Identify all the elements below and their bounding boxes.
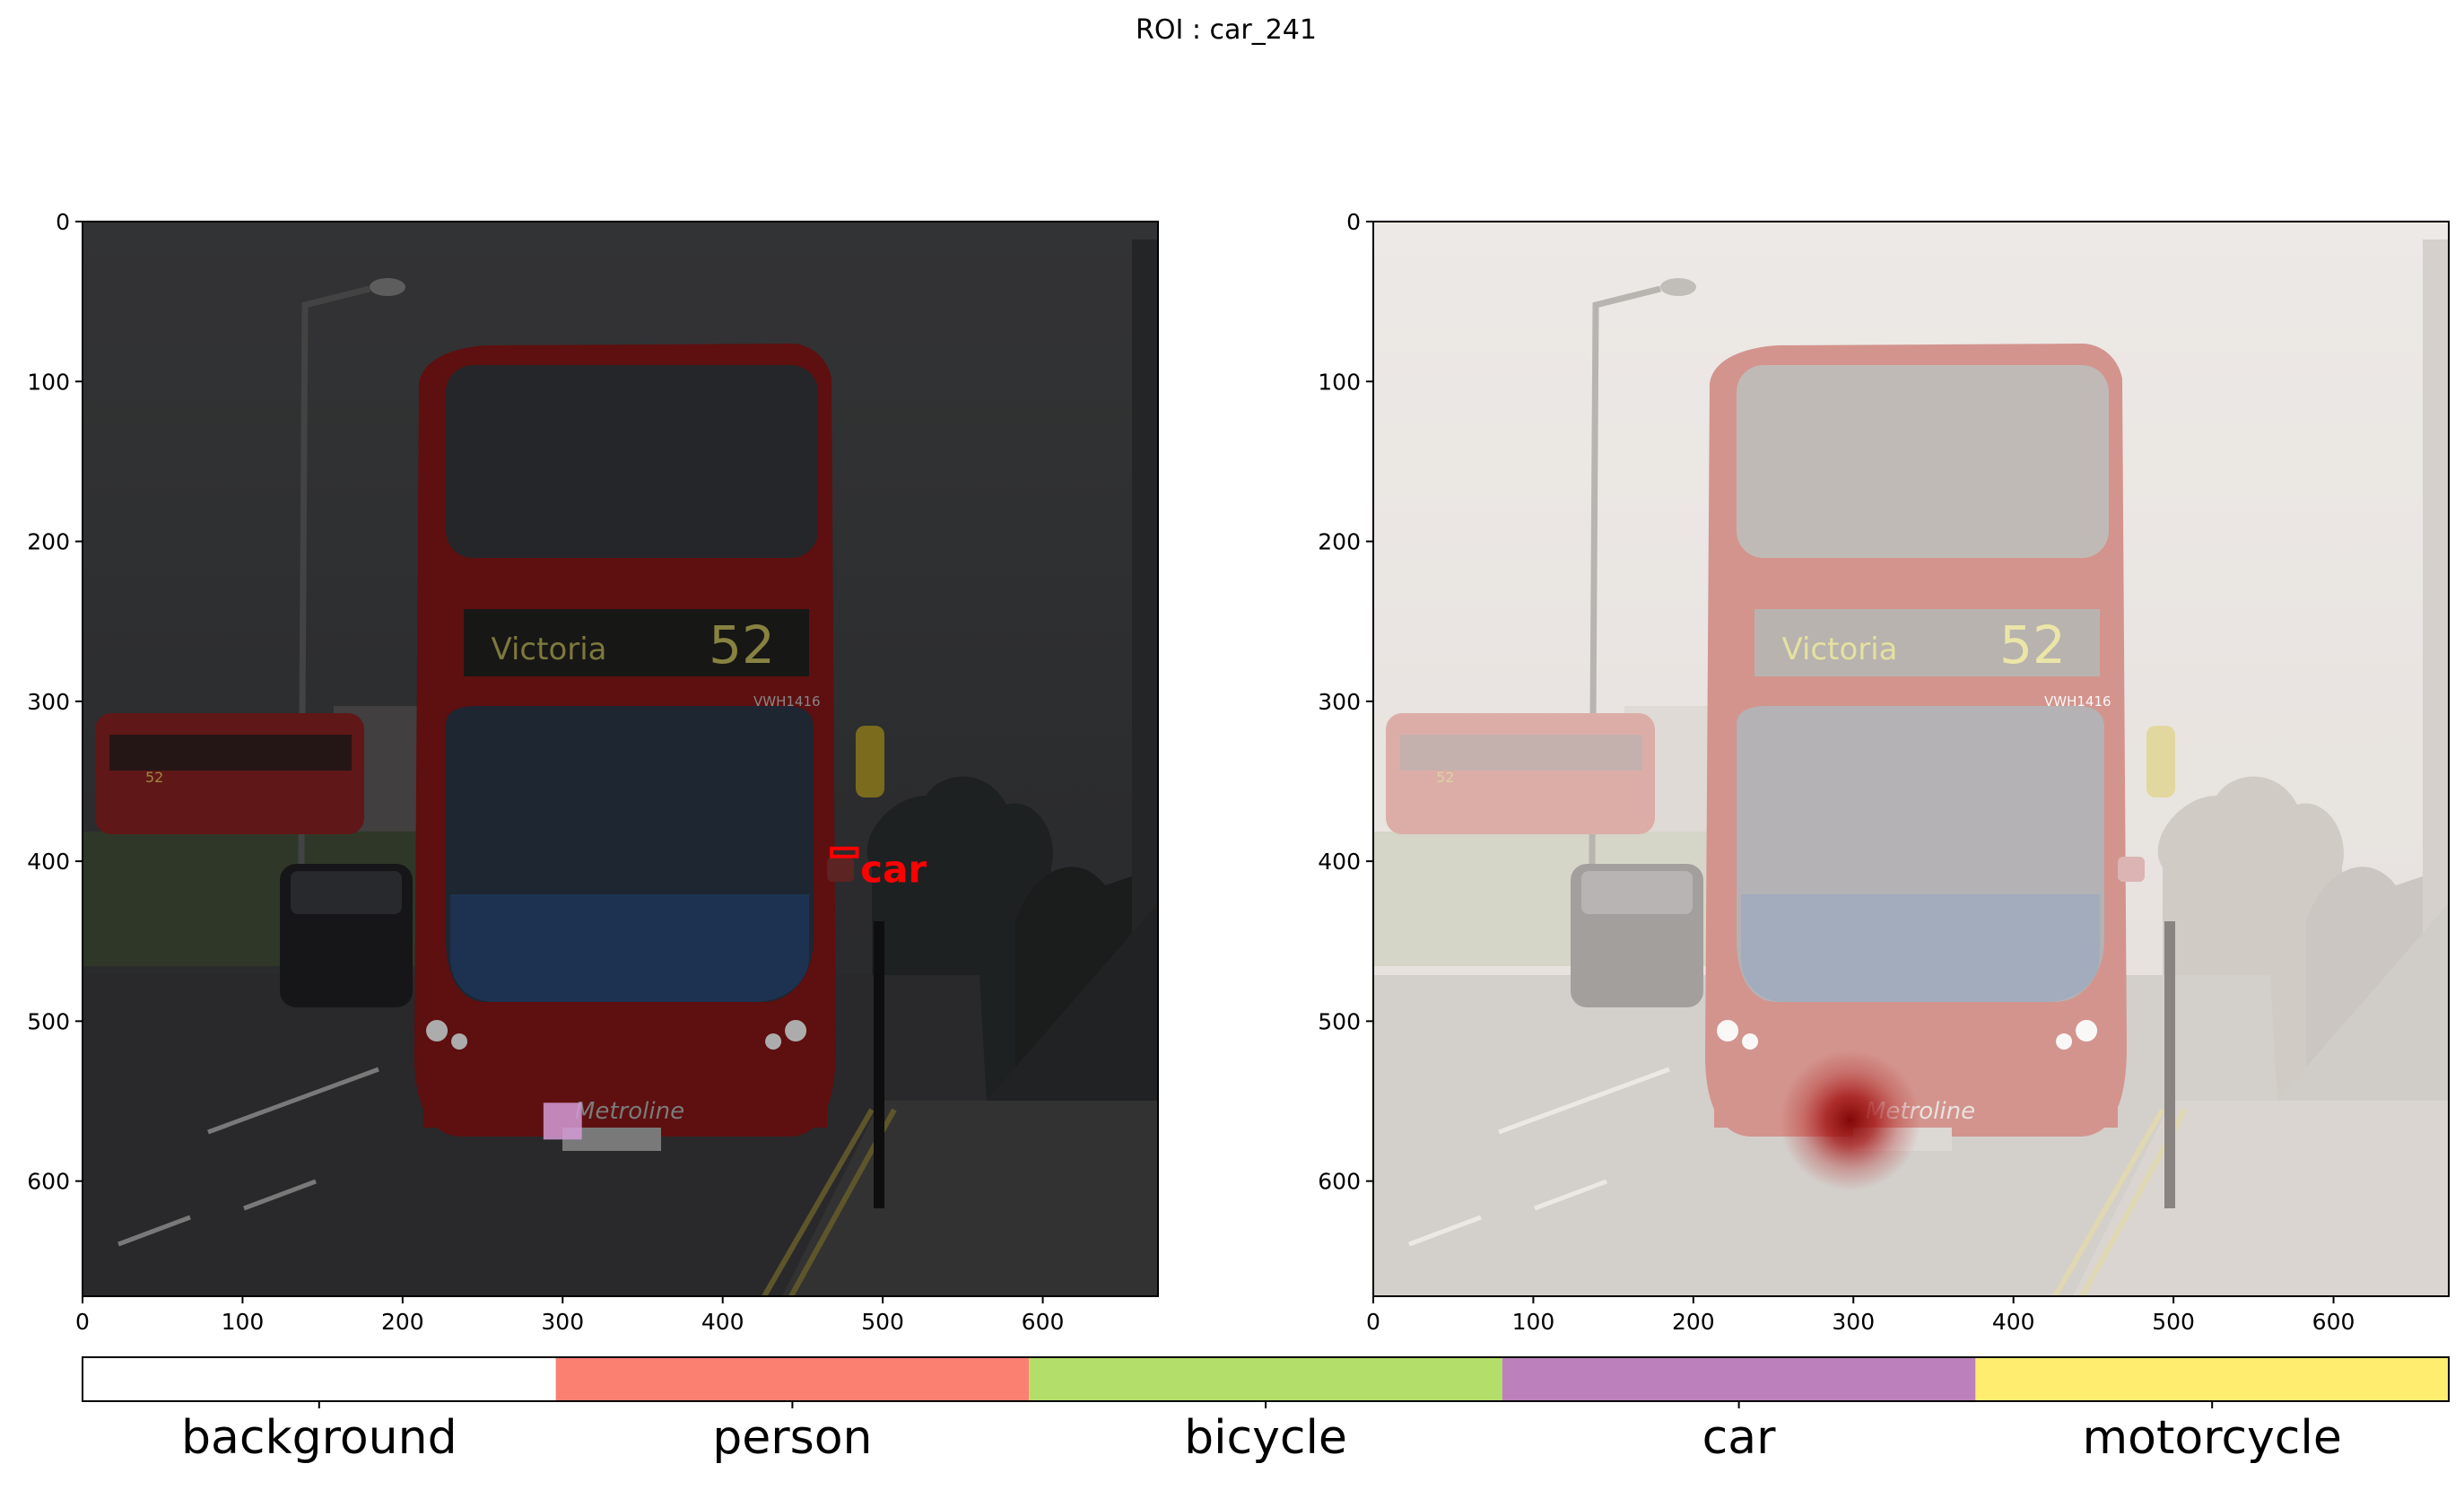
main-bus-front-blue (450, 894, 809, 1002)
x-tick-label: 200 (381, 1309, 424, 1335)
x-tick-label: 0 (75, 1309, 90, 1335)
category-legend: background person bicycle car motorcycle (82, 1356, 2450, 1465)
figure-title: ROI : car_241 (1136, 14, 1317, 46)
y-tick-label: 400 (27, 849, 70, 875)
legend-label: background (181, 1411, 457, 1465)
legend-swatch (1029, 1357, 1502, 1401)
rear-bus-route: 52 (1436, 769, 1454, 786)
legend-swatch (555, 1357, 1030, 1401)
dim-overlay (83, 222, 1158, 1296)
taxi-window (291, 871, 402, 914)
mask-patch (543, 1102, 582, 1140)
right-ticks: 0 100 200 300 400 500 600 0 100 200 300 400 500 600 (1318, 209, 2355, 1335)
legend-label: car (1702, 1411, 1776, 1465)
rear-bus-windows (1400, 735, 1642, 771)
y-tick-label: 300 (27, 689, 70, 715)
fleet-number: VWH1416 (753, 693, 821, 710)
y-tick-label: 600 (27, 1169, 70, 1195)
x-tick-label: 200 (1672, 1309, 1715, 1335)
legend-swatch (83, 1357, 556, 1401)
x-tick-label: 100 (1512, 1309, 1555, 1335)
headlights-left (1717, 1020, 1759, 1050)
destination-board (464, 609, 809, 676)
x-tick-label: 100 (222, 1309, 265, 1335)
left-ticks: 0 100 200 300 400 500 600 0 100 200 300 400 500 600 (27, 209, 1064, 1335)
main-bus-lower (423, 1002, 827, 1128)
rear-bus-windows (109, 735, 352, 771)
x-tick-label: 300 (1832, 1309, 1875, 1335)
y-tick-label: 400 (1318, 849, 1361, 875)
roi-label: car (860, 847, 927, 891)
distant-car (2118, 857, 2145, 882)
main-bus-front-blue (1741, 894, 2100, 1002)
left-photo: 52 Victoria 52 VWH1416 Metroline (83, 222, 1158, 1296)
fleet-number: VWH1416 (2044, 693, 2111, 710)
operator-text: Metroline (575, 1098, 684, 1125)
y-tick-label: 500 (27, 1008, 70, 1034)
annotation-layer: car (543, 846, 927, 1140)
destination-board (1754, 609, 2100, 676)
bollard (874, 921, 884, 1208)
headlights-right (765, 1020, 807, 1050)
left-axes-frame (82, 221, 1159, 1297)
x-tick-label: 500 (2152, 1309, 2195, 1335)
right-panel: 52 Victoria 52 VWH1416 Metroline (1318, 209, 2450, 1335)
y-tick-label: 200 (1318, 529, 1361, 555)
x-tick-label: 0 (1366, 1309, 1380, 1335)
y-tick-label: 0 (56, 209, 70, 235)
legend-label: bicycle (1184, 1411, 1347, 1465)
lane-markings (118, 1067, 379, 1247)
roi-box (830, 846, 859, 858)
y-tick-label: 200 (27, 529, 70, 555)
lane-markings (1408, 1067, 1670, 1247)
streetlamp-head (1660, 278, 1696, 296)
legend-label: person (712, 1411, 872, 1465)
destination-text: Victoria (491, 632, 606, 667)
destination-text: Victoria (1781, 632, 1897, 667)
x-tick-label: 600 (2312, 1309, 2355, 1335)
legend-frame (82, 1356, 2450, 1402)
x-tick-label: 500 (861, 1309, 904, 1335)
y-tick-label: 600 (1318, 1169, 1361, 1195)
x-tick-label: 400 (701, 1309, 744, 1335)
right-axes-frame (1372, 221, 2450, 1297)
bollard (2164, 921, 2175, 1208)
bus-mirror (856, 726, 884, 797)
y-tick-label: 500 (1318, 1008, 1361, 1034)
headlights-left (426, 1020, 468, 1050)
bus-mirror (2146, 726, 2175, 797)
y-tick-label: 100 (27, 369, 70, 395)
legend-swatch (1975, 1357, 2449, 1401)
left-panel: 52 Victoria 52 VWH1416 Metroline (27, 209, 1159, 1335)
attention-hotspot (1780, 1050, 1921, 1191)
taxi-window (1581, 871, 1693, 914)
y-tick-label: 0 (1346, 209, 1361, 235)
legend-label: motorcycle (2083, 1411, 2342, 1465)
x-tick-label: 300 (541, 1309, 584, 1335)
distant-car (827, 857, 854, 882)
legend-swatch (1502, 1357, 1976, 1401)
main-bus-upper-windows (446, 365, 818, 558)
x-tick-label: 400 (1992, 1309, 2035, 1335)
streetlamp-head (370, 278, 405, 296)
x-tick-label: 600 (1022, 1309, 1065, 1335)
y-tick-label: 300 (1318, 689, 1361, 715)
route-number: 52 (709, 614, 775, 675)
headlights-right (2056, 1020, 2098, 1050)
route-number: 52 (1999, 614, 2066, 675)
y-tick-label: 100 (1318, 369, 1361, 395)
main-bus-upper-windows (1737, 365, 2109, 558)
rear-bus-route: 52 (145, 769, 163, 786)
